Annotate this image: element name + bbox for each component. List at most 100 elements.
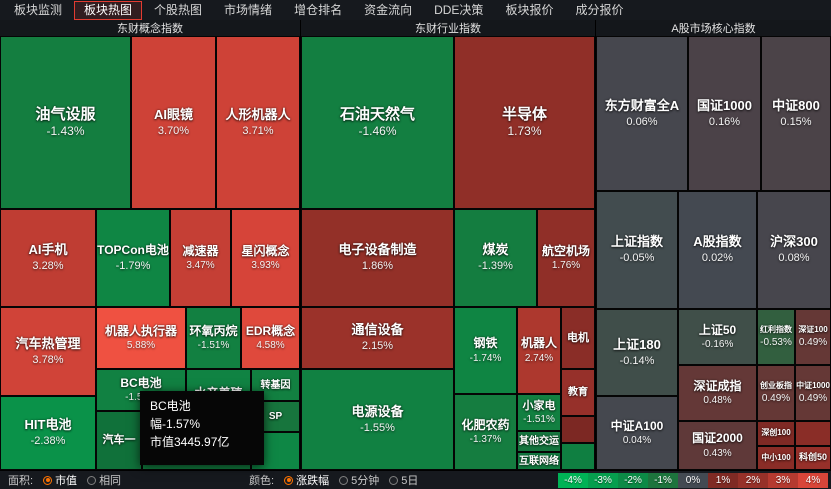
menu-item-1[interactable]: 板块热图 [74,0,143,20]
menu-item-7[interactable]: 板块报价 [505,2,554,17]
heatmap-tile[interactable]: 煤炭 -1.39% [454,209,537,307]
heatmap-tile[interactable]: AI眼镜 3.70% [131,36,216,209]
heatmap-tile[interactable]: 半导体 1.73% [454,36,595,209]
heatmap-tile-filler[interactable] [795,421,831,446]
tile-label: 创业板指 [760,381,792,391]
tile-label: 红利指数 [760,325,792,335]
color-label: 颜色: [249,475,275,487]
tile-change: 3.78% [32,353,64,366]
heatmap-tile[interactable]: 油气设服 -1.43% [0,36,131,209]
heatmap-tile[interactable]: EDR概念 4.58% [241,307,300,369]
heatmap-tile-filler[interactable] [561,416,595,443]
tile-label: 上证180 [613,336,661,352]
color-option-2[interactable]: 5日 [389,472,418,488]
heatmap-tile[interactable]: 深证100 0.49% [795,309,831,365]
color-control-group: 颜色: 涨跌幅 5分钟 5日 [249,472,418,488]
menu-item-6[interactable]: DDE决策 [434,2,484,17]
section-header-2: A股市场核心指数 [596,20,831,36]
heatmap-tile[interactable]: 电机 [561,307,595,369]
area-option-1[interactable]: 相同 [87,472,121,488]
heatmap-tile[interactable]: 机器人 2.74% [517,307,561,394]
tile-label: A股指数 [693,234,742,250]
tile-label: 科创50 [798,452,827,463]
heatmap-tile[interactable]: 红利指数 -0.53% [757,309,795,365]
radio-icon [87,475,97,485]
heatmap-tile[interactable]: HIT电池 -2.38% [0,396,96,470]
heatmap-tile[interactable]: 沪深300 0.08% [757,191,831,309]
heatmap-tile[interactable]: AI手机 3.28% [0,209,96,307]
heatmap-tile[interactable]: 电子设备制造 1.86% [301,209,454,307]
heatmap-tile[interactable]: 其他交运 [517,431,561,452]
heatmap-tile[interactable]: 中小100 [757,446,795,470]
tile-label: 人形机器人 [225,106,291,122]
tile-label: 教育 [568,387,588,398]
tile-label: HIT电池 [24,417,72,433]
heatmap-tile[interactable]: 电源设备 -1.55% [301,369,454,470]
menu-item-4[interactable]: 增仓排名 [294,2,343,17]
tile-label: 煤炭 [482,242,509,258]
heatmap-tile[interactable]: 国证2000 0.43% [678,421,757,470]
tile-label: 国证2000 [692,431,743,446]
menu-item-8[interactable]: 成分报价 [575,2,624,17]
heatmap-tile[interactable]: 减速器 3.47% [170,209,231,307]
tile-label: 汽车热管理 [15,335,81,351]
heatmap-tile[interactable]: 互联网络 [517,452,561,470]
menu-item-3[interactable]: 市场情绪 [224,2,273,17]
heatmap-tile[interactable]: 创业板指 0.49% [757,365,795,421]
tile-change: 3.93% [251,260,280,272]
heatmap-tile-filler[interactable] [561,443,595,470]
tile-change: 0.04% [622,435,652,447]
tile-change: 0.02% [701,252,734,265]
heatmap-tile[interactable]: 人形机器人 3.71% [216,36,300,209]
tile-label: 油气设服 [35,105,96,123]
color-options: 涨跌幅 5分钟 5日 [284,472,418,488]
heatmap-tile[interactable]: A股指数 0.02% [678,191,757,309]
tile-change: -0.14% [619,354,655,367]
heatmap-tile[interactable]: 星闪概念 3.93% [231,209,300,307]
color-option-0[interactable]: 涨跌幅 [284,472,329,488]
heatmap-tile[interactable]: 钢铁 -1.74% [454,307,517,394]
tile-label: 中证1000 [796,381,830,391]
heatmap-tile[interactable]: 中证1000 0.49% [795,365,831,421]
heatmap-tile[interactable]: 机器人执行器 5.88% [96,307,186,369]
heatmap-tile[interactable]: 深证成指 0.48% [678,365,757,421]
menu-item-5[interactable]: 资金流向 [364,2,413,17]
tile-label: 上证指数 [610,234,663,250]
heatmap-tile[interactable]: 小家电 -1.51% [517,394,561,431]
heatmap-tile[interactable]: 中证A100 0.04% [596,396,678,470]
heatmap-tile[interactable]: 汽车热管理 3.78% [0,307,96,396]
tile-label: 中证A100 [610,418,664,433]
tile-label: 减速器 [182,243,219,258]
tile-label: AI手机 [28,242,68,258]
menu-item-0[interactable]: 板块监测 [14,2,63,17]
heatmap-tile[interactable]: 化肥农药 -1.37% [454,394,517,470]
heatmap-tile[interactable]: 航空机场 1.76% [537,209,595,307]
heatmap-tile[interactable]: 上证180 -0.14% [596,309,678,396]
tile-label: EDR概念 [245,323,296,338]
heatmap-tile[interactable]: 上证指数 -0.05% [596,191,678,309]
heatmap-tile[interactable]: 中证800 0.15% [761,36,831,191]
heatmap-tile[interactable]: 环氧丙烷 -1.51% [186,307,241,369]
menubar: 板块监测 板块热图 个股热图 市场情绪 增仓排名 资金流向 DDE决策 板块报价 成分报价 [0,0,831,20]
radio-label: 5日 [401,475,419,487]
menu-item-2[interactable]: 个股热图 [154,2,203,17]
heatmap-tile[interactable]: 科创50 [795,446,831,470]
tile-change: 4.58% [256,340,285,352]
tile-label: 其他交运 [519,436,559,447]
heatmap-tile[interactable]: 通信设备 2.15% [301,307,454,369]
heatmap-tile[interactable]: 东方财富全A 0.06% [596,36,688,191]
heatmap-tile[interactable]: 石油天然气 -1.46% [301,36,454,209]
tile-change: 0.49% [798,392,828,404]
radio-label: 涨跌幅 [296,475,330,487]
heatmap-tile[interactable]: 汽车一 [96,411,142,470]
heatmap-tile[interactable]: TOPCon电池 -1.79% [96,209,170,307]
heatmap-tile[interactable]: 深创100 [757,421,795,446]
legend-step-5: 1% [708,472,738,488]
color-option-1[interactable]: 5分钟 [339,472,379,488]
heatmap-tile[interactable]: 国证1000 0.16% [688,36,761,191]
heatmap-tile[interactable]: 教育 [561,369,595,416]
heatmap-tile[interactable]: 上证50 -0.16% [678,309,757,365]
tile-change: 0.15% [780,115,812,128]
area-option-0[interactable]: 市值 [43,472,77,488]
tile-label: 互联网络 [519,455,559,467]
